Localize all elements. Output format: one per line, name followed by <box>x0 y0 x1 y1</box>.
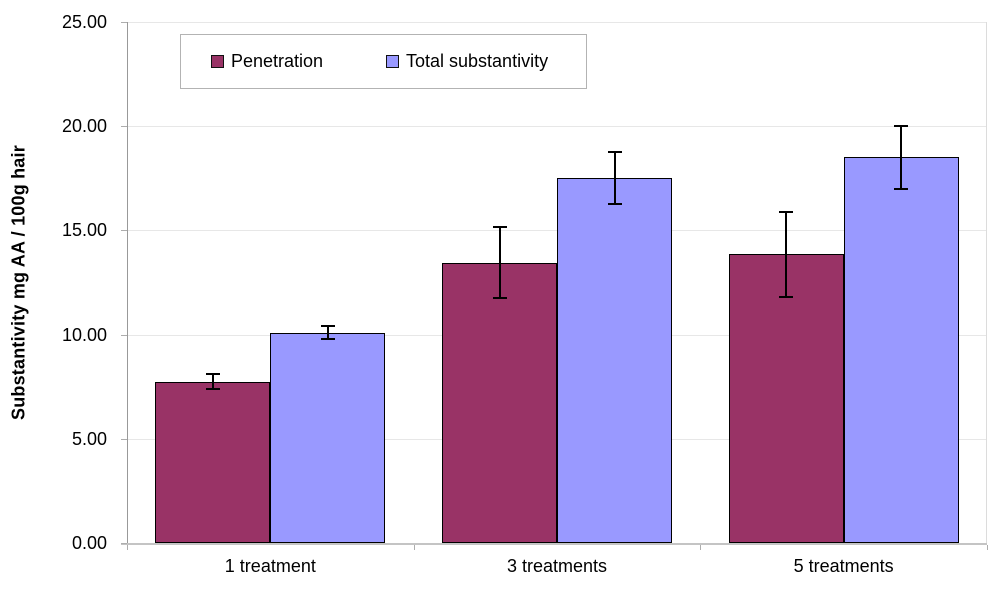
error-bar <box>318 325 338 340</box>
x-category-label: 3 treatments <box>506 556 607 576</box>
x-axis-tick <box>413 545 415 550</box>
bar <box>155 381 271 543</box>
y-axis-tick <box>121 543 127 544</box>
legend-item-penetration: Penetration <box>211 35 323 88</box>
x-category-label: 5 treatments <box>793 556 894 576</box>
y-axis-tick <box>121 230 127 232</box>
bar <box>442 262 557 543</box>
y-tick-label: 10.00 <box>61 324 107 345</box>
legend-label: Total substantivity <box>406 51 549 71</box>
y-tick-label: 0.00 <box>71 533 107 553</box>
bar <box>843 157 959 543</box>
bar <box>270 332 386 543</box>
y-axis-line <box>127 22 128 543</box>
y-axis-tick <box>121 22 127 23</box>
x-axis-tick <box>700 545 702 550</box>
total-substantivity-swatch-icon <box>386 55 399 68</box>
y-axis-title: Substantivity mg AA / 100g hair <box>8 145 29 420</box>
error-bar <box>776 210 796 299</box>
bar <box>557 178 672 543</box>
plot-right-border <box>986 22 987 543</box>
error-bar <box>490 226 510 300</box>
error-bar <box>203 373 223 390</box>
gridline <box>127 22 987 23</box>
gridline <box>127 126 987 128</box>
plot-area <box>121 22 988 550</box>
x-axis-tick <box>127 545 128 550</box>
bar <box>728 254 844 543</box>
x-axis-line <box>121 543 987 545</box>
error-bar <box>605 151 625 206</box>
legend-item-total-substantivity: Total substantivity <box>386 35 548 88</box>
x-category-label: 1 treatment <box>224 556 316 576</box>
x-axis-tick <box>987 545 988 550</box>
y-axis-tick <box>121 438 127 440</box>
legend: Penetration Total substantivity <box>180 34 587 89</box>
y-tick-label: 5.00 <box>71 428 107 449</box>
y-axis-tick <box>121 126 127 128</box>
y-tick-label: 15.00 <box>61 220 107 241</box>
y-tick-label: 20.00 <box>61 116 107 137</box>
y-tick-label: 25.00 <box>61 12 107 32</box>
penetration-swatch-icon <box>211 55 224 68</box>
y-axis-tick <box>121 334 127 336</box>
error-bar <box>891 125 911 190</box>
legend-label: Penetration <box>231 51 324 71</box>
